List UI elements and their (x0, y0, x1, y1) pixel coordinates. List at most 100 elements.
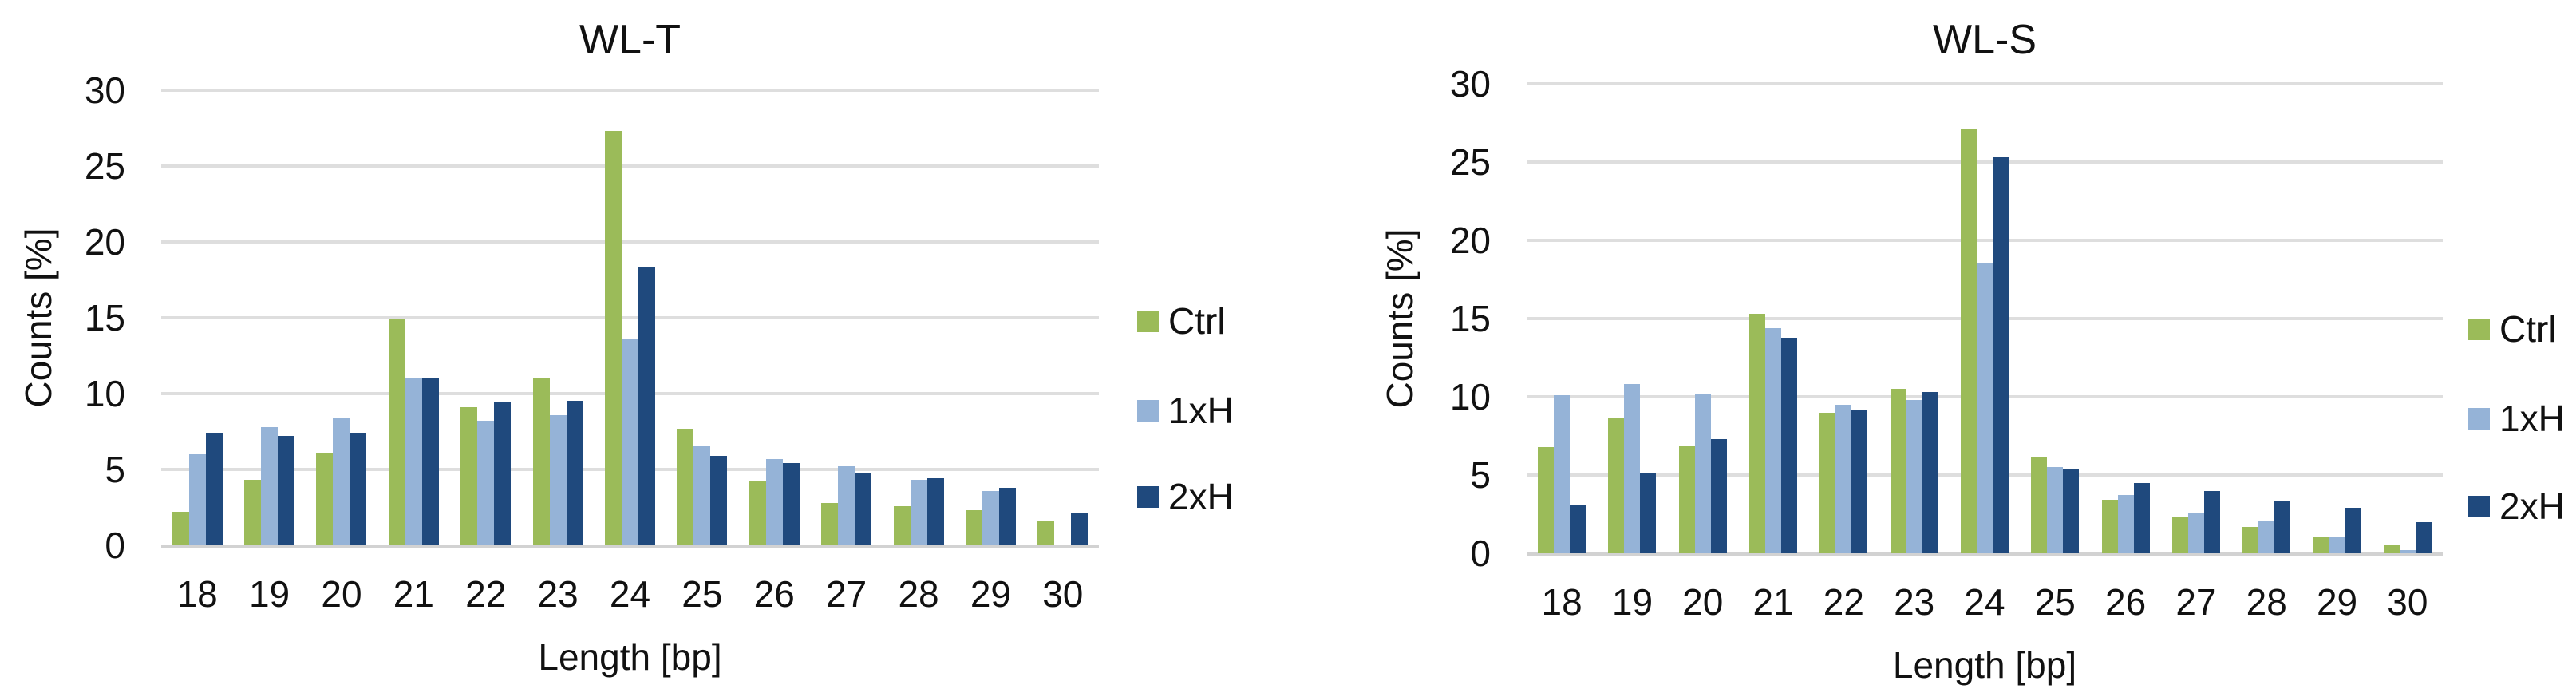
bar-ctrl-21 (1749, 314, 1766, 553)
y-tick-15: 15 (84, 297, 125, 339)
x-tick-22: 22 (1823, 581, 1864, 623)
x-tick-23: 23 (1894, 581, 1935, 623)
bar-ctrl-29 (965, 510, 982, 545)
bar-ctrl-24 (1960, 129, 1977, 553)
bar-group-27 (810, 466, 882, 545)
bar-group-29 (954, 488, 1026, 545)
bar-group-28 (883, 478, 954, 545)
y-tick-5: 5 (105, 449, 125, 490)
bar-1xh-20 (1694, 394, 1711, 553)
chart-title: WL-T (579, 17, 682, 63)
bar-group-19 (1597, 384, 1667, 553)
y-tick-25: 25 (1449, 141, 1491, 183)
legend-item-1xh: 1xH (1137, 391, 1234, 430)
bar-group-25 (666, 429, 738, 545)
bar-ctrl-18 (172, 512, 189, 545)
bar-1xh-28 (910, 480, 927, 545)
bar-group-18 (161, 433, 233, 545)
bar-2xh-25 (710, 456, 728, 545)
bar-group-19 (233, 427, 305, 545)
bar-group-23 (522, 378, 594, 545)
y-tick-10: 10 (84, 373, 125, 414)
bar-group-22 (1808, 405, 1879, 553)
bar-1xh-28 (2258, 521, 2275, 553)
bar-2xh-28 (2274, 501, 2291, 553)
legend-label-ctrl: Ctrl (1168, 300, 1226, 342)
bar-ctrl-22 (460, 407, 478, 545)
bar-2xh-26 (782, 463, 800, 545)
bar-ctrl-18 (1538, 447, 1555, 553)
x-tick-20: 20 (1682, 581, 1724, 623)
bar-ctrl-19 (244, 480, 262, 545)
bar-1xh-27 (2187, 513, 2204, 553)
bar-group-20 (1668, 394, 1738, 553)
x-tick-25: 25 (2034, 581, 2076, 623)
bar-group-30 (2373, 522, 2443, 553)
bar-2xh-27 (2203, 491, 2220, 553)
x-tick-26: 26 (753, 573, 795, 615)
bar-1xh-19 (261, 427, 279, 545)
y-tick-0: 0 (105, 525, 125, 566)
bar-1xh-18 (188, 454, 206, 545)
bar-1xh-23 (1906, 400, 1922, 553)
y-tick-5: 5 (1470, 454, 1491, 496)
bar-1xh-26 (765, 459, 783, 545)
legend-label-2xh: 2xH (2499, 485, 2565, 527)
x-tick-24: 24 (1964, 581, 2005, 623)
y-tick-20: 20 (84, 221, 125, 263)
bar-2xh-19 (278, 436, 295, 545)
bar-1xh-19 (1624, 384, 1641, 553)
bar-ctrl-19 (1608, 418, 1625, 553)
bar-group-26 (738, 459, 810, 545)
bar-group-30 (1027, 513, 1099, 545)
bar-ctrl-20 (1678, 446, 1695, 553)
bar-1xh-29 (982, 491, 999, 545)
gridline-y20 (1527, 239, 2443, 242)
bar-ctrl-24 (604, 131, 622, 545)
x-tick-18: 18 (1541, 581, 1582, 623)
bar-group-25 (2020, 457, 2090, 553)
x-tick-30: 30 (1042, 573, 1084, 615)
x-tick-23: 23 (537, 573, 579, 615)
bar-ctrl-25 (677, 429, 694, 545)
bar-1xh-24 (1976, 263, 1993, 553)
y-tick-labels: 0 5 10 15 20 25 30 (1288, 65, 1491, 572)
x-tick-21: 21 (393, 573, 434, 615)
bar-2xh-22 (494, 402, 512, 545)
bar-2xh-22 (1851, 410, 1868, 553)
bar-ctrl-29 (2313, 537, 2329, 553)
bar-2xh-19 (1640, 473, 1657, 553)
bar-ctrl-23 (1890, 389, 1906, 553)
gridline-y30 (161, 89, 1099, 92)
bar-ctrl-22 (1819, 413, 1836, 553)
bar-ctrl-30 (2383, 545, 2400, 553)
bar-2xh-29 (2345, 508, 2361, 553)
bar-1xh-20 (333, 418, 350, 545)
bar-1xh-22 (477, 421, 495, 545)
x-tick-26: 26 (2105, 581, 2147, 623)
bar-ctrl-23 (532, 378, 550, 545)
y-tick-20: 20 (1449, 220, 1491, 261)
legend-item-2xh: 2xH (1137, 477, 1234, 516)
bar-1xh-18 (1554, 395, 1570, 553)
plot-area (161, 89, 1099, 548)
bar-ctrl-26 (2101, 500, 2118, 553)
x-axis-title: Length [bp] (538, 636, 722, 678)
gridline-y15 (161, 316, 1099, 319)
legend-item-ctrl: Ctrl (1137, 302, 1226, 340)
y-tick-labels: 0 5 10 15 20 25 30 (0, 72, 125, 564)
y-tick-0: 0 (1470, 533, 1491, 574)
bar-ctrl-21 (388, 319, 405, 545)
x-tick-29: 29 (970, 573, 1012, 615)
bar-1xh-22 (1835, 405, 1852, 553)
bar-2xh-27 (855, 473, 872, 545)
bar-1xh-29 (2329, 537, 2345, 553)
x-tick-27: 27 (826, 573, 867, 615)
x-tick-28: 28 (898, 573, 939, 615)
bar-2xh-29 (998, 488, 1016, 545)
bar-1xh-21 (1765, 328, 1782, 553)
bar-ctrl-27 (2171, 517, 2188, 553)
chart-title: WL-S (1933, 17, 2037, 63)
y-tick-10: 10 (1449, 376, 1491, 418)
